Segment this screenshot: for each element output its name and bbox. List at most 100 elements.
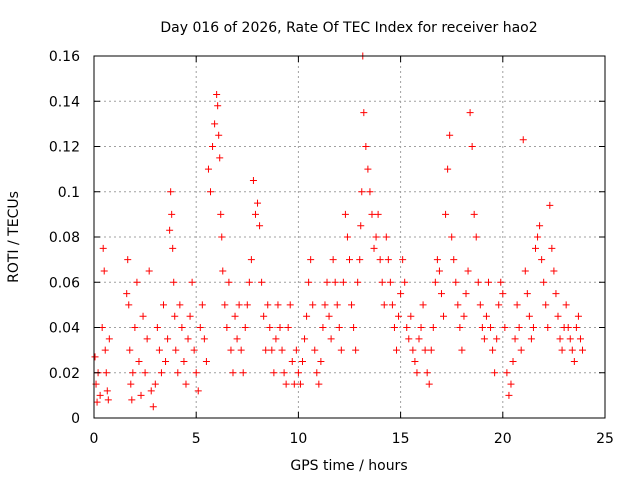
data-point xyxy=(405,335,413,343)
data-point xyxy=(372,233,380,241)
data-point xyxy=(523,290,531,298)
data-point xyxy=(415,335,423,343)
data-point xyxy=(284,324,292,331)
data-point xyxy=(435,267,443,275)
data-point xyxy=(470,210,478,218)
data-point xyxy=(247,256,255,264)
y-axis-label: ROTI / TECUs xyxy=(6,191,22,283)
data-point xyxy=(484,278,492,286)
data-point xyxy=(576,335,584,343)
data-point xyxy=(129,369,137,377)
data-point xyxy=(223,324,231,331)
data-point xyxy=(180,357,188,365)
data-point xyxy=(427,346,435,354)
data-point xyxy=(100,267,108,275)
data-point xyxy=(209,143,217,150)
y-tick-labels: 0 0.02 0.04 0.06 0.08 0.1 0.12 0.14 0.16 xyxy=(49,49,80,427)
data-point xyxy=(346,256,353,264)
data-point xyxy=(256,222,264,230)
data-point xyxy=(207,188,215,196)
data-point xyxy=(529,324,537,331)
data-point xyxy=(128,396,136,404)
data-point xyxy=(507,380,515,388)
data-point xyxy=(480,335,488,343)
x-axis-label: GPS time / hours xyxy=(290,458,407,474)
data-point xyxy=(393,346,401,354)
data-point xyxy=(532,244,540,252)
data-point xyxy=(442,210,450,218)
data-point xyxy=(534,233,542,241)
data-point xyxy=(495,301,503,309)
data-point xyxy=(370,244,378,252)
data-point xyxy=(288,357,296,365)
data-point xyxy=(198,301,206,309)
data-point xyxy=(417,324,425,331)
data-point xyxy=(131,324,139,331)
y-tick-label: 0.16 xyxy=(49,49,80,65)
data-point xyxy=(280,369,288,377)
data-point xyxy=(311,346,319,354)
data-point xyxy=(323,278,331,286)
data-point xyxy=(511,335,519,343)
data-point xyxy=(466,109,474,117)
data-point xyxy=(374,210,382,218)
data-point xyxy=(476,301,484,309)
data-point xyxy=(102,369,110,377)
data-point xyxy=(200,335,208,343)
x-tick-label: 0 xyxy=(90,431,99,447)
data-point xyxy=(509,357,517,365)
data-points xyxy=(91,52,587,411)
data-point xyxy=(139,312,147,320)
data-point xyxy=(174,369,182,377)
data-point xyxy=(419,301,427,309)
data-point xyxy=(233,335,241,343)
data-point xyxy=(141,369,149,377)
data-point xyxy=(399,256,407,264)
data-point xyxy=(348,301,356,309)
data-point xyxy=(155,346,163,354)
data-point xyxy=(123,290,131,298)
data-point xyxy=(491,369,499,377)
data-point xyxy=(364,165,372,173)
data-point xyxy=(548,244,556,252)
data-point xyxy=(462,290,470,298)
data-point xyxy=(260,312,268,320)
data-point xyxy=(564,324,572,331)
data-point xyxy=(339,278,347,286)
x-tick-labels: 0 5 10 15 20 25 xyxy=(90,431,614,447)
data-point xyxy=(552,290,560,298)
data-point xyxy=(566,335,574,343)
data-point xyxy=(350,324,358,331)
data-point xyxy=(235,301,243,309)
data-point xyxy=(538,256,546,264)
data-point xyxy=(499,290,507,298)
data-point xyxy=(444,165,452,173)
data-point xyxy=(368,210,376,218)
y-tick-label: 0.08 xyxy=(49,230,80,246)
data-point xyxy=(378,278,386,286)
data-point xyxy=(325,312,333,320)
data-point xyxy=(433,256,441,264)
data-point xyxy=(446,131,454,139)
data-point xyxy=(397,290,405,298)
data-point xyxy=(501,324,509,331)
data-point xyxy=(513,301,521,309)
y-tick-label: 0 xyxy=(71,411,80,427)
data-point xyxy=(286,301,294,309)
data-point xyxy=(354,278,362,286)
data-point xyxy=(343,233,351,241)
data-point xyxy=(468,143,476,150)
data-point xyxy=(313,369,321,377)
data-point xyxy=(519,136,527,144)
data-point xyxy=(190,346,198,354)
axis-ticks xyxy=(93,55,606,419)
data-point xyxy=(231,312,239,320)
data-point xyxy=(186,312,194,320)
data-point xyxy=(386,278,394,286)
data-point xyxy=(96,391,104,399)
data-point xyxy=(215,131,223,139)
data-point xyxy=(126,346,134,354)
data-point xyxy=(149,403,157,411)
y-tick-label: 0.06 xyxy=(49,275,80,291)
